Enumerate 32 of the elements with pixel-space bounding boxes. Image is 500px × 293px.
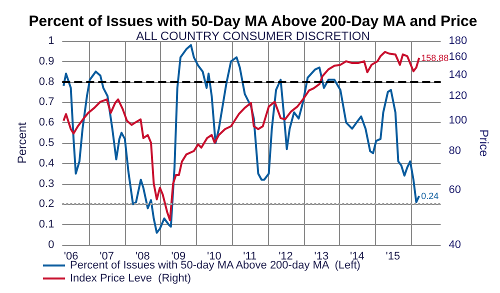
y-tick-label: 0.5 [38,137,54,149]
y-tick-label: 0.1 [38,218,54,231]
y2-tick-label: 180 [448,35,468,47]
y-axis-title: Percent [15,122,29,164]
y-tick-label: 0.4 [38,157,54,170]
y2-tick-label: 140 [448,69,468,82]
y2-tick-label: 100 [448,114,468,127]
y-tick-label: 0.2 [38,198,54,210]
y2-tick-label: 40 [448,239,461,251]
legend-label: Index Price Leve (Right) [70,272,192,284]
x-tick-label: '11 [243,250,257,262]
y-tick-label: 0.3 [38,178,54,190]
y2-axis-title: Price [477,129,491,157]
chart-title: Percent of Issues with 50-Day MA Above 200-Day MA and Price [28,13,478,30]
y-tick-label: 0.9 [38,55,54,68]
x-tick-label: '15 [386,250,400,262]
y-tick-label: 1 [48,35,54,47]
y2-tick-label: 120 [448,90,468,102]
x-tick-label: '12 [278,250,293,262]
x-tick-label: '08 [136,250,150,262]
data-label: 158.88 [421,52,449,63]
y2-tick-label: 60 [448,184,461,196]
y-tick-label: 0.8 [38,76,54,88]
data-label: 0.24 [421,191,439,202]
y-tick-label: 0 [48,239,54,251]
y2-tick-label: 160 [448,50,468,63]
chart-subtitle: ALL COUNTRY CONSUMER DISCRETION [136,29,370,43]
y-tick-label: 0.6 [38,116,54,129]
y2-tick-label: 80 [448,144,461,157]
y-tick-label: 0.7 [38,96,54,108]
x-tick-label: '07 [100,250,114,262]
legend-label: Percent of Issues with 50-day MA Above 200-day MA (Left) [70,260,360,272]
